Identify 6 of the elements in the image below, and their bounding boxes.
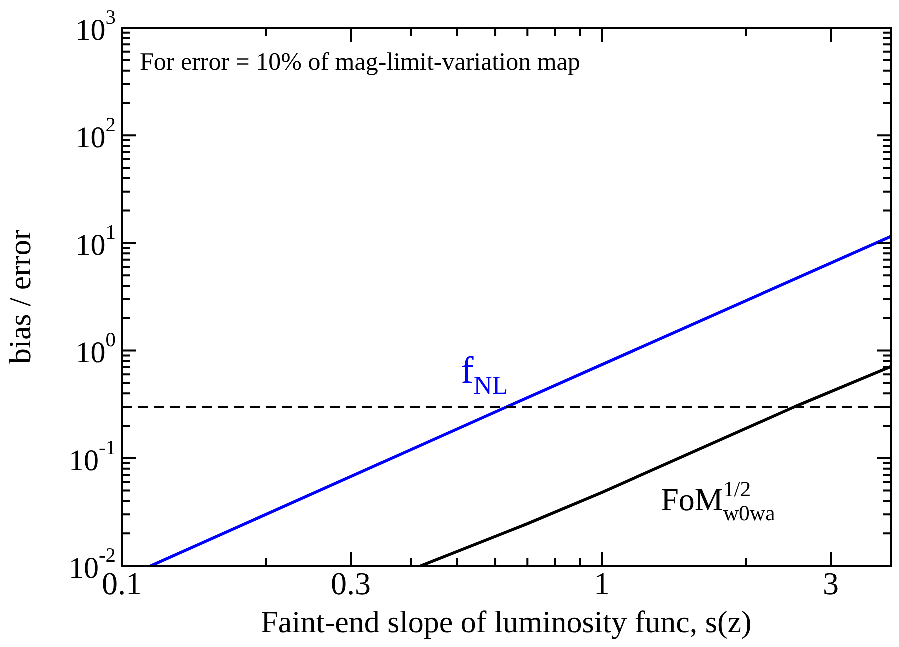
x-axis-title: Faint-end slope of luminosity func, s(z) bbox=[261, 604, 752, 640]
annotation: For error = 10% of mag-limit-variation map bbox=[140, 49, 580, 76]
x-tick-label: 1 bbox=[594, 565, 610, 602]
x-tick-label: 3 bbox=[823, 565, 840, 602]
y-axis-title: bias / error bbox=[2, 229, 38, 364]
x-tick-label: 0.3 bbox=[331, 565, 372, 602]
